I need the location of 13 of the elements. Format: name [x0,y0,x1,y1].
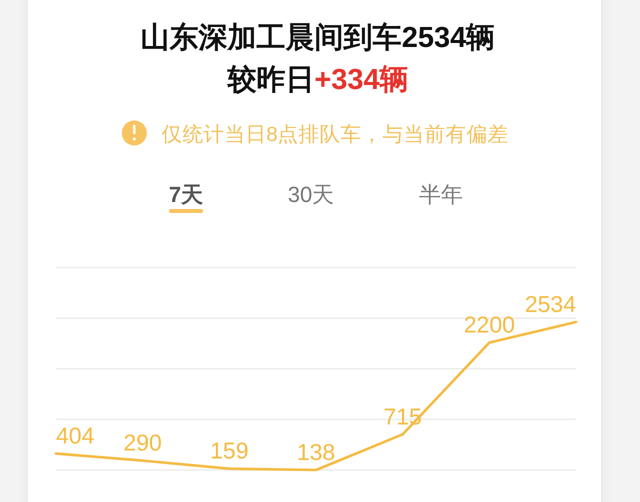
data-label: 290 [123,430,162,456]
chart-subtitle: 较昨日 [226,64,314,96]
data-label: 138 [296,439,336,465]
text: 30天 [288,182,334,207]
data-label: 159 [210,438,249,464]
text: 7天 [168,182,204,207]
data-label: 2534 [524,290,576,317]
data-label: 2200 [464,312,515,338]
chart-title: 山东深加工晨间到车2534辆 [140,21,496,54]
text: 仅统计当日8点排队车，与当前有偏差 [161,123,509,146]
text: 半年 [419,182,463,207]
data-label: 404 [56,422,95,449]
text: +334辆 [314,64,409,96]
